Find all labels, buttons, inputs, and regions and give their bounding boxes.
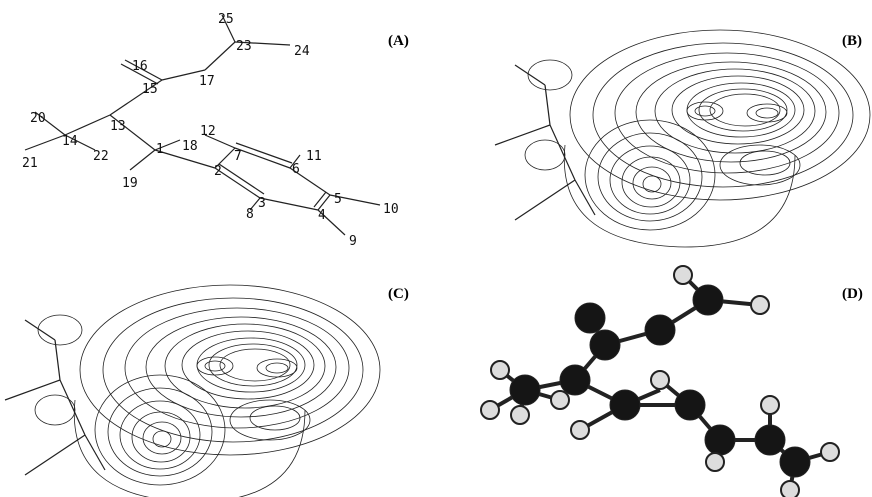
atom-label: 13: [110, 119, 126, 134]
atom-label: 2: [214, 164, 222, 179]
hydrogen: [706, 453, 724, 471]
atom-label: 14: [62, 134, 78, 149]
atom-label: 15: [142, 82, 158, 97]
atom-label: 9: [349, 234, 357, 249]
heavy-atom: [693, 285, 723, 315]
atom-label: 22: [93, 149, 109, 164]
heavy-atom: [575, 303, 605, 333]
atom-label: 7: [234, 149, 242, 164]
hydrogen: [751, 296, 769, 314]
hydrogen: [481, 401, 499, 419]
hydrogen: [651, 371, 669, 389]
atom-label: 20: [30, 111, 46, 126]
hydrogen: [511, 406, 529, 424]
atom-label: 16: [132, 59, 148, 74]
contour-c: [5, 285, 380, 497]
heavy-atom: [560, 365, 590, 395]
atom-label: 17: [199, 74, 215, 89]
heavy-atom: [755, 425, 785, 455]
heavy-atom: [675, 390, 705, 420]
panel-label: (B): [842, 33, 862, 49]
figure: (A)(B)(C)(D)1234567891011121314151617181…: [0, 0, 872, 497]
heavy-atom: [780, 447, 810, 477]
heavy-atom: [645, 315, 675, 345]
atom-label: 19: [122, 176, 138, 191]
atom-label: 4: [318, 208, 326, 223]
hydrogen: [491, 361, 509, 379]
atom-label: 12: [200, 124, 216, 139]
atom-label: 24: [294, 44, 310, 59]
panel-label: (D): [842, 286, 863, 302]
hydrogen: [551, 391, 569, 409]
atom-label: 11: [306, 149, 322, 164]
heavy-atom: [705, 425, 735, 455]
hydrogen: [674, 266, 692, 284]
atom-label: 18: [182, 139, 198, 154]
atom-label: 10: [383, 202, 399, 217]
atom-label: 21: [22, 156, 38, 171]
contour-b: [495, 30, 870, 247]
hydrogen: [781, 481, 799, 497]
hydrogen: [571, 421, 589, 439]
atom-label: 23: [236, 39, 252, 54]
atom-label: 25: [218, 12, 234, 27]
panel-label: (C): [388, 286, 409, 302]
hydrogen: [761, 396, 779, 414]
heavy-atom: [610, 390, 640, 420]
atom-label: 3: [258, 196, 266, 211]
ball-model: [481, 266, 839, 497]
heavy-atom: [590, 330, 620, 360]
hydrogen: [821, 443, 839, 461]
atom-label: 6: [292, 162, 300, 177]
panel-label: (A): [388, 33, 409, 49]
heavy-atom: [510, 375, 540, 405]
atom-label: 8: [246, 207, 254, 222]
atom-label: 5: [334, 192, 342, 207]
atom-label: 1: [156, 142, 164, 157]
